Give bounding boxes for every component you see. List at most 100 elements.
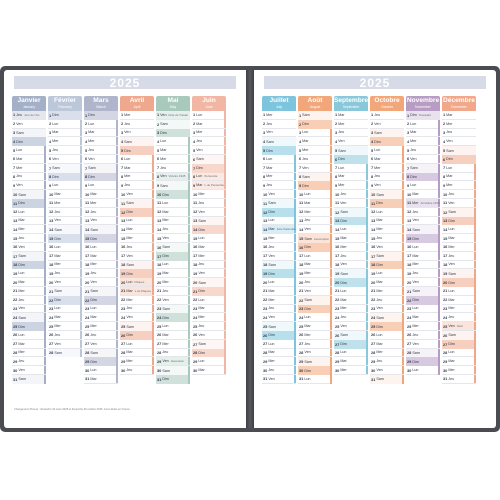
day-row[interactable]: 29 Mer (120, 357, 154, 367)
day-row[interactable]: 5 Lun (12, 146, 46, 155)
day-row[interactable]: 4 Ven (442, 137, 476, 147)
day-row[interactable]: 29 Mar (334, 357, 368, 367)
day-row[interactable]: 2 Lun (48, 120, 82, 129)
day-row[interactable]: 27 Ven (48, 340, 82, 349)
day-row[interactable]: 27 Mar (370, 340, 404, 349)
day-row[interactable]: 3 Lun (298, 129, 332, 138)
day-row[interactable]: 12 Sam (334, 207, 368, 217)
day-row[interactable]: 9 Jeu (120, 181, 154, 191)
day-row[interactable]: 11 Lun (156, 199, 190, 208)
day-row[interactable]: 22 Ven (156, 296, 190, 305)
day-row[interactable]: 13 Mar (12, 217, 46, 226)
day-row[interactable]: 27 Dim (442, 339, 476, 349)
day-row[interactable]: 23 Jeu (120, 305, 154, 314)
day-row[interactable]: 31 Lun (298, 375, 332, 384)
day-row[interactable]: 25 Jeu (192, 322, 226, 331)
day-row[interactable]: 1 Mar (334, 111, 368, 120)
day-row[interactable]: 13 Lun (120, 217, 154, 226)
day-row[interactable]: 8 Jeu (370, 173, 404, 182)
day-row[interactable]: 1 Dim (84, 111, 118, 120)
day-row[interactable]: 26 Sam (442, 330, 476, 340)
day-row[interactable]: 19 Dim (120, 269, 154, 279)
day-row[interactable]: 3 Sam (370, 128, 404, 138)
day-row[interactable]: 20 Mar (370, 278, 404, 287)
day-row[interactable]: 6 Ven (48, 155, 82, 164)
day-row[interactable]: 9 Lun (48, 181, 82, 191)
day-row[interactable]: 1 Lun (192, 111, 226, 120)
day-row[interactable]: 9 Jeu (262, 181, 296, 191)
day-row[interactable]: 1 Ven Fête du Travail (156, 111, 190, 120)
day-row[interactable]: 27 Ven (84, 340, 118, 349)
day-row[interactable]: 25 Sam (262, 322, 296, 331)
day-row[interactable]: 3 Jeu (442, 129, 476, 138)
day-row[interactable]: 18 Jeu (192, 261, 226, 270)
day-row[interactable]: 22 Dim (84, 295, 118, 305)
day-row[interactable]: 9 Dim (298, 181, 332, 191)
day-row[interactable]: 23 Mer (334, 305, 368, 314)
day-row[interactable]: 8 Mer (262, 173, 296, 182)
day-row[interactable]: 26 Lun (370, 331, 404, 340)
day-row[interactable]: 12 Jeu (84, 208, 118, 217)
day-row[interactable]: 21 Mar L.de Pâques (120, 286, 154, 296)
day-row[interactable]: 24 Dim (156, 313, 190, 323)
day-row[interactable]: 14 Dim (192, 225, 226, 235)
day-row[interactable]: 17 Sam (370, 251, 404, 261)
day-row[interactable]: 7 Mar (120, 164, 154, 173)
day-row[interactable]: 8 Sam (298, 172, 332, 182)
day-row[interactable]: 10 Mar (48, 190, 82, 199)
day-row[interactable]: 4 Lun (156, 137, 190, 147)
day-row[interactable]: 1 Mer (120, 111, 154, 120)
day-row[interactable]: 20 Sam (192, 278, 226, 287)
day-row[interactable]: 23 Ven (12, 305, 46, 314)
day-row[interactable]: 18 Dim (370, 260, 404, 270)
day-row[interactable]: 28 Mer (370, 349, 404, 358)
day-row[interactable]: 6 Sam (192, 154, 226, 164)
day-row[interactable]: 10 Sam (12, 190, 46, 199)
day-row[interactable]: 23 Lun (84, 305, 118, 314)
day-row[interactable]: 31 Mar (84, 375, 118, 384)
day-row[interactable]: 3 Mar (48, 129, 82, 138)
day-row[interactable]: 6 Ven (84, 155, 118, 164)
day-row[interactable]: 11 Dim (12, 198, 46, 208)
day-row[interactable]: 3 Dim (156, 128, 190, 138)
day-row[interactable]: 24 Sam (12, 313, 46, 323)
day-row[interactable]: 9 Sam (156, 181, 190, 191)
day-row[interactable]: 12 Mar (156, 208, 190, 217)
day-row[interactable]: 31 Dim (156, 374, 190, 384)
day-row[interactable]: 12 Jeu (406, 208, 440, 217)
day-row[interactable]: 29 Dim (84, 357, 118, 367)
day-row[interactable]: 24 Mar (48, 313, 82, 323)
day-row[interactable]: 14 Sam (406, 225, 440, 235)
day-row[interactable]: 15 Ven (156, 234, 190, 243)
day-row[interactable]: 10 Mar (84, 190, 118, 199)
day-row[interactable]: 9 Ven (370, 181, 404, 191)
day-row[interactable]: 6 Lun (262, 155, 296, 164)
day-row[interactable]: 25 Ven (334, 322, 368, 331)
day-row[interactable]: 22 Dim (48, 295, 82, 305)
day-row[interactable]: 27 Sam (192, 339, 226, 349)
day-row[interactable]: 12 Jeu (48, 208, 82, 217)
day-row[interactable]: 3 Ven (262, 129, 296, 138)
day-row[interactable]: 17 Sam (12, 251, 46, 261)
day-row[interactable]: 6 Mer (156, 155, 190, 164)
day-row[interactable]: 30 Lun (406, 366, 440, 375)
day-row[interactable]: 13 Dim (442, 216, 476, 226)
day-row[interactable]: 29 Lun (192, 357, 226, 367)
day-row[interactable]: 26 Sam (334, 330, 368, 340)
day-row[interactable]: 3 Jeu (334, 129, 368, 138)
day-row[interactable]: 20 Dim (334, 278, 368, 287)
day-row[interactable]: 21 Sam (48, 286, 82, 296)
day-row[interactable]: 7 Ven (298, 164, 332, 173)
day-row[interactable]: 25 Ven Noël (442, 322, 476, 331)
day-row[interactable]: 8 Dim (406, 172, 440, 182)
day-row[interactable]: 2 Sam (156, 119, 190, 129)
day-row[interactable]: 30 Jeu (262, 366, 296, 375)
day-row[interactable]: 16 Mer (442, 243, 476, 252)
day-row[interactable]: 7 Sam (48, 163, 82, 173)
day-row[interactable]: 16 Jeu (120, 243, 154, 252)
day-row[interactable]: 21 Mar (262, 287, 296, 296)
day-row[interactable]: 28 Sam (406, 348, 440, 358)
day-row[interactable]: 11 Mer (48, 199, 82, 208)
day-row[interactable]: 27 Dim (334, 339, 368, 349)
day-row[interactable]: 28 Ven (298, 349, 332, 358)
